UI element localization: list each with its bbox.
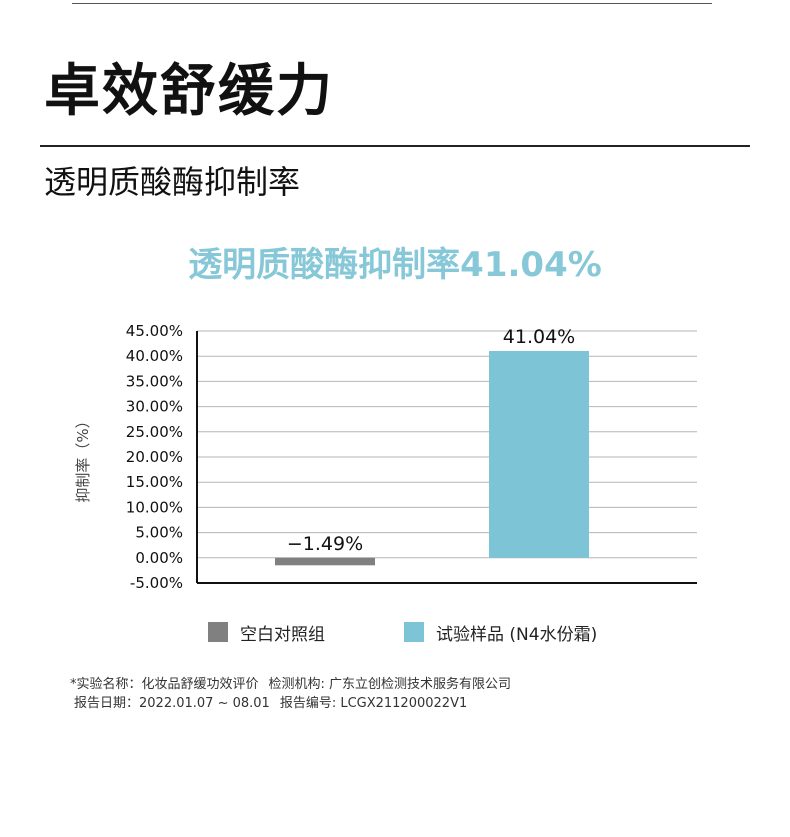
footnote-test-lab: 检测机构: 广东立创检测技术服务有限公司: [268, 677, 512, 692]
legend-label-control: 空白对照组: [240, 624, 325, 645]
bar-value-label: −1.49%: [287, 533, 363, 555]
page-title: 卓效舒缓力: [44, 59, 334, 124]
legend-item-sample: 试验样品 (N4水份霜): [404, 621, 598, 645]
footnote-experiment-name: *实验名称：化妆品舒缓功效评价: [70, 677, 259, 692]
chart-axes: [196, 331, 697, 584]
y-tick-label: 25.00%: [126, 423, 183, 441]
bar-sample: [489, 350, 589, 558]
legend-swatch-control: [208, 622, 228, 642]
footnote-line-2: 报告日期：2022.01.07 ~ 08.01 报告编号: LCGX2112000…: [74, 697, 467, 710]
y-tick-label: 15.00%: [126, 473, 183, 491]
bar-chart: 45.00% 40.00% 35.00% 30.00% 25.00% 20.00% 15.0…: [74, 322, 697, 592]
legend-label-sample: 试验样品 (N4水份霜): [436, 624, 598, 645]
y-tick-label: 10.00%: [126, 498, 183, 516]
chart-grid: [197, 330, 697, 559]
bar-value-label: 41.04%: [503, 326, 575, 348]
bar-control: [275, 557, 375, 566]
y-tick-label: 40.00%: [126, 347, 183, 365]
legend-swatch-sample: [404, 622, 424, 642]
y-tick-label: -5.00%: [130, 574, 183, 592]
y-tick-label: 20.00%: [126, 448, 183, 466]
y-tick-label: 5.00%: [135, 524, 183, 542]
y-axis-label: 抑制率（%）: [74, 413, 92, 502]
footnote-line-1: *实验名称：化妆品舒缓功效评价 检测机构: 广东立创检测技术服务有限公司: [70, 678, 511, 691]
y-tick-labels: 45.00% 40.00% 35.00% 30.00% 25.00% 20.00% 15.0…: [126, 322, 183, 592]
footnote-report-number: 报告编号: LCGX211200022V1: [279, 696, 468, 711]
page-subtitle: 透明质酸酶抑制率: [44, 163, 301, 201]
footnote-report-date: 报告日期：2022.01.07 ~ 08.01: [74, 696, 270, 711]
chart-bars: [275, 350, 589, 566]
y-tick-label: 45.00%: [126, 322, 183, 340]
legend-item-control: 空白对照组: [208, 621, 325, 645]
top-divider: [72, 3, 712, 4]
chart-heading: 透明质酸酶抑制率41.04%: [188, 245, 602, 285]
bar-data-labels: −1.49% 41.04%: [287, 326, 575, 555]
title-divider: [40, 145, 750, 147]
y-tick-label: 0.00%: [135, 549, 183, 567]
y-tick-label: 30.00%: [126, 398, 183, 416]
y-tick-label: 35.00%: [126, 372, 183, 390]
